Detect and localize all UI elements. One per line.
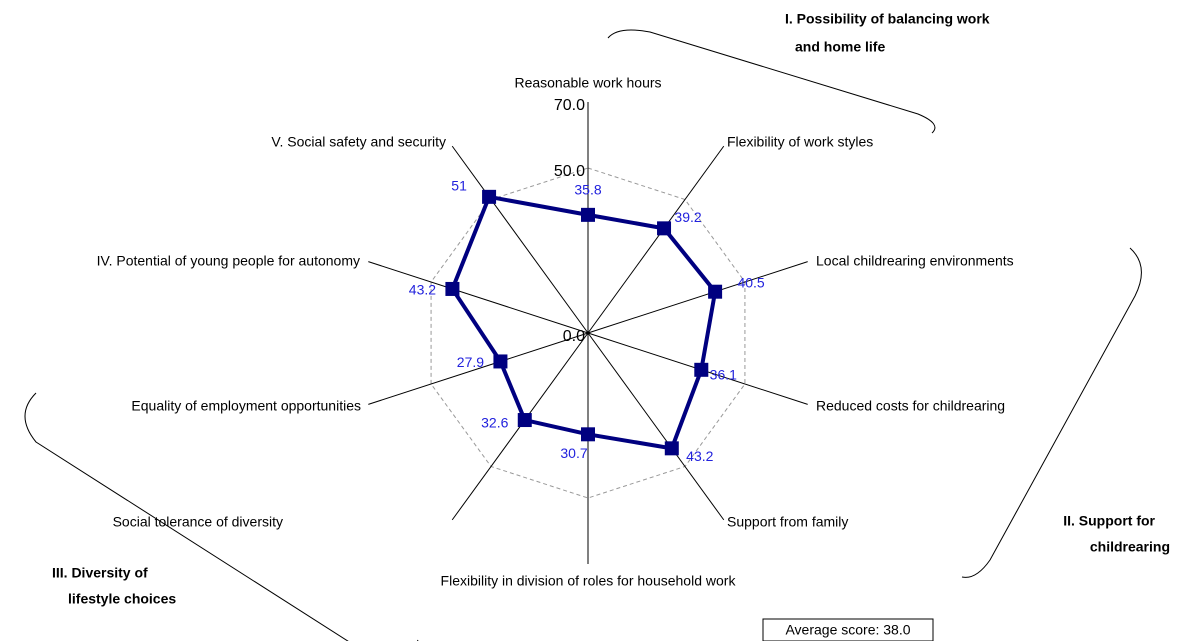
category-label: Reduced costs for childrearing — [816, 398, 1005, 414]
group-label: II. Support for — [1063, 513, 1155, 529]
axis-spoke — [368, 332, 589, 405]
value-label: 30.7 — [560, 445, 587, 461]
value-label: 51 — [451, 178, 467, 194]
category-label: Support from family — [727, 514, 848, 530]
annotation: Average score: 38.0 — [785, 622, 910, 638]
r-tick-label: 0.0 — [563, 328, 585, 345]
marker — [517, 413, 532, 428]
group-label: childrearing — [1090, 539, 1170, 555]
category-label: Local childrearing environments — [816, 253, 1014, 269]
marker — [493, 354, 508, 369]
category-label: IV. Potential of young people for autono… — [97, 253, 360, 269]
marker — [581, 207, 595, 222]
value-label: 35.8 — [574, 182, 601, 198]
marker — [581, 427, 595, 442]
group-label: and home life — [795, 39, 885, 55]
r-tick-label: 70.0 — [554, 97, 585, 114]
category-label: Equality of employment opportunities — [131, 398, 361, 414]
marker — [445, 281, 460, 296]
group-label: I. Possibility of balancing work — [785, 11, 990, 27]
value-label: 40.5 — [737, 274, 764, 290]
grid-ring — [430, 167, 746, 499]
value-label: 27.9 — [457, 354, 484, 370]
axis-spoke — [368, 261, 589, 334]
annotation-box — [762, 618, 934, 641]
value-label: 39.2 — [674, 209, 701, 225]
value-label: 43.2 — [686, 448, 713, 464]
marker — [482, 189, 497, 204]
category-label: Reasonable work hours — [514, 75, 661, 91]
value-label: 32.6 — [481, 415, 508, 431]
axis-spoke — [587, 261, 808, 334]
marker — [657, 221, 672, 236]
axis-spoke — [587, 332, 725, 521]
r-tick-label: 50.0 — [554, 163, 585, 180]
bracket — [961, 247, 1142, 578]
marker — [708, 284, 723, 299]
category-label: V. Social safety and security — [271, 134, 446, 150]
category-label: Flexibility in division of roles for hou… — [441, 573, 737, 589]
category-label: Flexibility of work styles — [727, 134, 873, 150]
category-label: Social tolerance of diversity — [113, 514, 283, 530]
group-label: lifestyle choices — [68, 591, 176, 607]
bracket — [607, 29, 936, 134]
value-label: 36.1 — [710, 367, 737, 383]
axis-spoke — [587, 145, 725, 334]
marker — [694, 362, 709, 377]
group-label: III. Diversity of — [52, 565, 148, 581]
series-line — [450, 194, 718, 451]
bracket — [24, 392, 419, 641]
axis-spoke — [451, 145, 589, 334]
value-label: 43.2 — [409, 282, 436, 298]
marker — [664, 441, 679, 456]
